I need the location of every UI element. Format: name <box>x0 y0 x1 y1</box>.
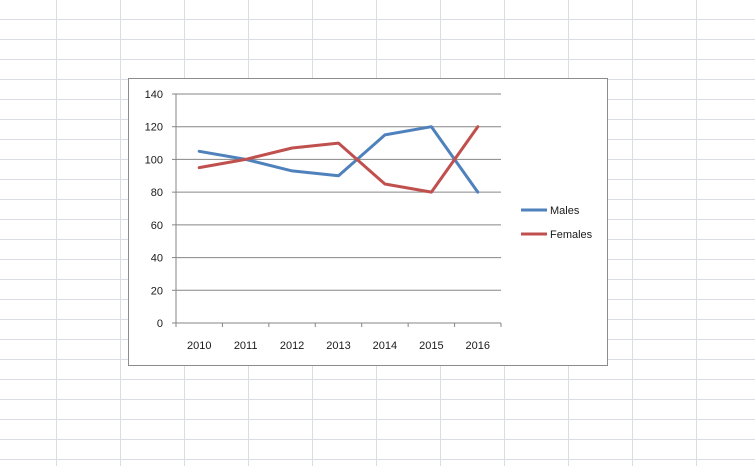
x-tick-label: 2011 <box>234 340 258 352</box>
y-tick-label: 20 <box>151 285 163 297</box>
series-line-females <box>197 125 480 194</box>
legend-label-females: Females <box>550 229 593 241</box>
x-tick-label: 2015 <box>419 340 443 352</box>
legend-label-males: Males <box>550 205 580 217</box>
x-tick-label: 2016 <box>466 340 490 352</box>
y-tick-label: 0 <box>157 318 163 330</box>
chart-frame[interactable]: 0 20 40 60 80 100 120 140 2010 2011 2012 2013 2014 20… <box>128 78 608 366</box>
y-tick-label: 120 <box>145 122 163 134</box>
y-tick-label: 140 <box>145 89 163 101</box>
x-tick-label: 2014 <box>373 340 397 352</box>
x-tick-label: 2012 <box>280 340 304 352</box>
x-tick-label: 2013 <box>326 340 350 352</box>
x-tick-label: 2010 <box>187 340 211 352</box>
y-tick-label: 100 <box>145 154 163 166</box>
y-tick-label: 60 <box>151 220 163 232</box>
y-tick-label: 80 <box>151 187 163 199</box>
line-chart: 0 20 40 60 80 100 120 140 2010 2011 2012 2013 2014 20… <box>145 89 593 352</box>
y-tick-label: 40 <box>151 253 163 265</box>
